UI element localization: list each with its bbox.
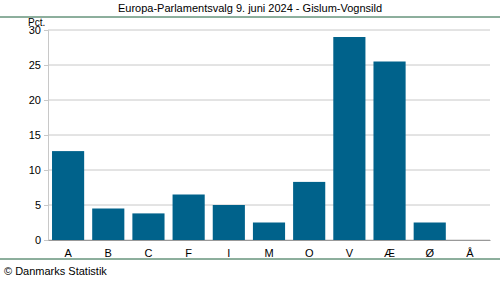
bar xyxy=(373,62,405,241)
x-axis-line xyxy=(49,240,491,241)
grid xyxy=(48,30,490,240)
x-tick: A xyxy=(64,240,72,259)
y-tick-mark xyxy=(44,100,48,101)
y-tick: 0 xyxy=(35,234,48,246)
y-axis-title: Pct. xyxy=(28,17,45,28)
y-tick-mark xyxy=(44,205,48,206)
y-tick-label: 20 xyxy=(29,94,41,106)
chart: Europa-Parlamentsvalg 9. juni 2024 - Gis… xyxy=(0,0,500,282)
grid-line xyxy=(48,135,490,136)
bar xyxy=(92,209,124,241)
bar xyxy=(132,213,164,240)
x-tick: B xyxy=(105,240,112,259)
x-tick-label: F xyxy=(185,247,192,259)
y-tick-mark xyxy=(44,240,48,241)
x-tick: C xyxy=(144,240,152,259)
bar xyxy=(253,223,285,241)
y-tick: 25 xyxy=(29,59,48,71)
bar xyxy=(173,195,205,241)
x-tick-label: V xyxy=(346,247,354,259)
grid-line xyxy=(48,170,490,171)
grid-line xyxy=(48,205,490,206)
y-tick-label: 5 xyxy=(35,199,41,211)
y-axis: 051015202530 xyxy=(29,24,49,246)
x-tick-label: Å xyxy=(466,247,474,259)
bars xyxy=(52,37,446,240)
y-tick-label: 0 xyxy=(35,234,41,246)
x-tick: O xyxy=(305,240,314,259)
y-tick-mark xyxy=(44,65,48,66)
y-tick-mark xyxy=(44,170,48,171)
grid-line xyxy=(48,65,490,66)
x-tick-label: Ø xyxy=(425,247,434,259)
y-tick-label: 15 xyxy=(29,129,41,141)
bar xyxy=(414,223,446,241)
bar xyxy=(293,182,325,240)
title-rule xyxy=(0,17,500,18)
grid-line xyxy=(48,100,490,101)
x-tick: Å xyxy=(466,240,474,259)
y-tick-mark xyxy=(44,30,48,31)
x-tick: M xyxy=(264,240,273,259)
bar xyxy=(213,205,245,240)
x-tick: Ø xyxy=(425,240,434,259)
title: Europa-Parlamentsvalg 9. juni 2024 - Gis… xyxy=(118,2,382,14)
x-tick-label: O xyxy=(305,247,314,259)
source: © Danmarks Statistik xyxy=(4,265,107,277)
y-tick: 20 xyxy=(29,94,48,106)
footer-rule xyxy=(0,259,500,260)
x-tick: F xyxy=(185,240,192,259)
bar xyxy=(454,240,486,241)
y-tick: 10 xyxy=(29,164,48,176)
y-tick-label: 10 xyxy=(29,164,41,176)
y-tick-mark xyxy=(44,135,48,136)
x-tick: Æ xyxy=(384,240,395,259)
x-tick: V xyxy=(346,240,354,259)
x-tick-label: M xyxy=(264,247,273,259)
grid-line xyxy=(48,30,490,31)
bar xyxy=(333,37,365,240)
y-tick: 5 xyxy=(35,199,48,211)
x-tick-label: Æ xyxy=(384,247,395,259)
x-tick-label: C xyxy=(144,247,152,259)
y-axis-line xyxy=(44,31,49,241)
x-tick: I xyxy=(227,240,230,259)
x-tick-label: A xyxy=(64,247,72,259)
x-axis: ABCFIMOVÆØÅ xyxy=(49,240,491,259)
x-tick-label: B xyxy=(105,247,112,259)
bar xyxy=(52,151,84,240)
y-tick: 15 xyxy=(29,129,48,141)
y-tick-label: 25 xyxy=(29,59,41,71)
x-tick-label: I xyxy=(227,247,230,259)
